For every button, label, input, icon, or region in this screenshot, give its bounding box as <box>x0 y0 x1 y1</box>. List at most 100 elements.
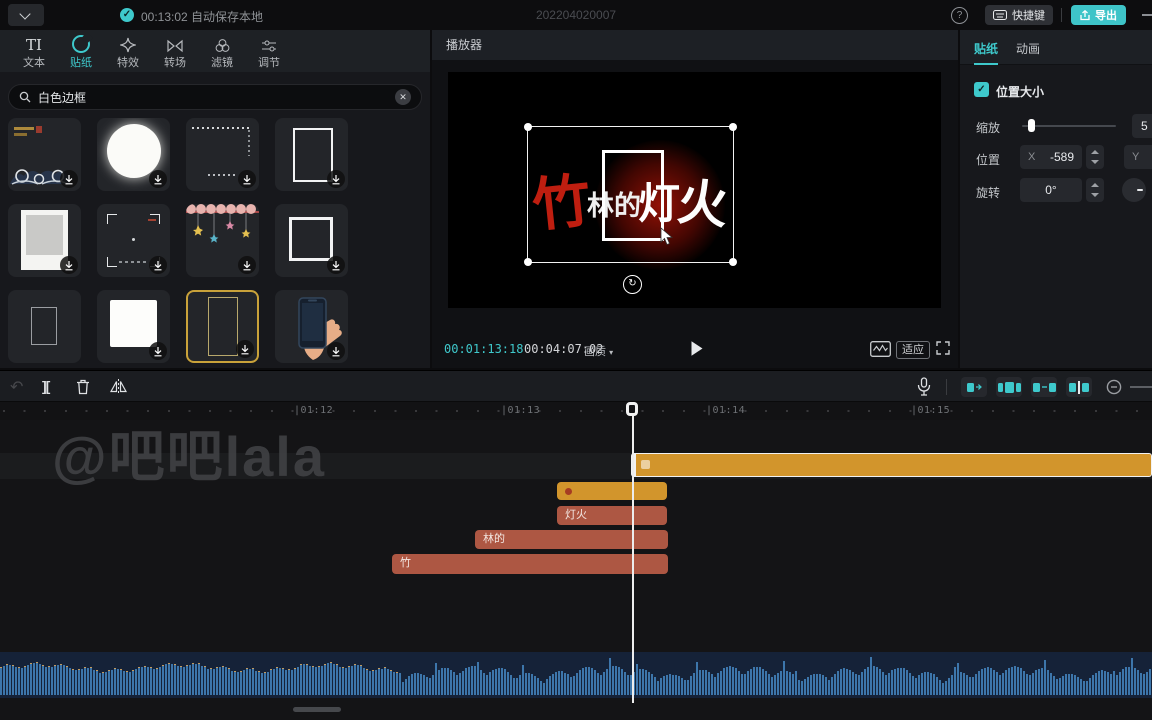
handle-top-left[interactable] <box>524 123 532 131</box>
selection-bounding-box[interactable] <box>524 123 737 266</box>
download-icon[interactable] <box>327 170 345 188</box>
snap-toggle[interactable] <box>961 377 987 397</box>
microphone-icon[interactable] <box>917 377 931 396</box>
search-icon <box>19 91 31 103</box>
tab-filters[interactable]: 滤镜 <box>199 34 245 70</box>
linkage-toggle[interactable] <box>1031 377 1057 397</box>
shortcuts-label: 快捷键 <box>1012 10 1045 22</box>
download-icon[interactable] <box>238 170 256 188</box>
red-glow-effect <box>595 140 725 270</box>
sticker-thin-rect-frame[interactable] <box>8 290 81 363</box>
clear-search-icon[interactable]: ✕ <box>395 89 411 105</box>
horizontal-scrollbar[interactable] <box>293 707 341 712</box>
export-icon <box>1080 9 1090 20</box>
sticker-tall-rect-frame-selected[interactable] <box>186 290 259 363</box>
download-icon[interactable] <box>238 256 256 274</box>
clip-left-handle[interactable] <box>632 454 636 476</box>
corner-tl <box>107 214 117 224</box>
tab-text[interactable]: TI 文本 <box>23 36 45 70</box>
sticker-phone-in-hand[interactable] <box>275 290 348 363</box>
auto-preview-toggle[interactable] <box>996 377 1022 397</box>
download-icon[interactable] <box>60 256 78 274</box>
position-x-input[interactable]: X -589 <box>1020 145 1082 169</box>
audio-track[interactable] <box>0 652 1152 698</box>
shortcuts-button[interactable]: 快捷键 <box>985 5 1053 25</box>
text-icon: TI <box>26 36 42 54</box>
handle-bottom-left[interactable] <box>524 258 532 266</box>
download-icon[interactable] <box>327 342 345 360</box>
video-canvas[interactable]: 竹 林的 灯 火 ↻ <box>448 72 941 308</box>
sticker-rect-frame[interactable] <box>275 118 348 191</box>
clip-sticker-selected[interactable] <box>631 453 1152 477</box>
quality-dropdown[interactable]: 画质 ▾ <box>584 346 614 358</box>
caption-dashes <box>119 261 149 263</box>
download-icon[interactable] <box>149 256 167 274</box>
position-size-checkbox[interactable]: ✓ <box>974 82 989 97</box>
minimize-icon[interactable] <box>1142 14 1152 16</box>
rotation-dial[interactable] <box>1122 178 1146 202</box>
play-button[interactable] <box>690 340 704 357</box>
sticker-wave-art[interactable] <box>8 118 81 191</box>
rotate-handle[interactable]: ↻ <box>623 275 642 294</box>
handle-top-right[interactable] <box>729 123 737 131</box>
rotation-input[interactable]: 0° <box>1020 178 1082 202</box>
scale-value-box[interactable]: 5 <box>1132 114 1152 138</box>
clip-text-denghuo[interactable]: 灯火 <box>557 506 667 525</box>
tab-effects[interactable]: 特效 <box>105 34 151 70</box>
undo-icon[interactable]: ↶ <box>10 379 24 396</box>
autosave-check-icon: ✓ <box>120 8 134 22</box>
sticker-dotted-border[interactable] <box>186 118 259 191</box>
mirror-flip-icon[interactable] <box>110 379 127 394</box>
position-x-stepper[interactable] <box>1086 145 1104 169</box>
sticker-search-input[interactable]: 白色边框 ✕ <box>8 84 422 110</box>
clip-dot-icon <box>565 487 572 495</box>
tab-transitions[interactable]: 转场 <box>152 34 198 70</box>
selected-sticker-frame[interactable] <box>602 150 664 241</box>
timeline-tracks[interactable]: @吧吧lala 灯火 林的 竹 <box>0 420 1152 720</box>
scale-slider-handle[interactable] <box>1028 119 1035 132</box>
fullscreen-icon[interactable] <box>936 341 950 355</box>
tab-animation[interactable]: 动画 <box>1016 42 1041 56</box>
download-icon[interactable] <box>327 256 345 274</box>
handle-bottom-right[interactable] <box>729 258 737 266</box>
effects-star-icon <box>120 37 136 53</box>
scale-slider-track[interactable] <box>1022 125 1116 127</box>
download-icon[interactable] <box>149 342 167 360</box>
timeline-zoom-slider[interactable] <box>1130 386 1152 388</box>
split-preview-toggle[interactable] <box>1066 377 1092 397</box>
clip-text-zhu[interactable]: 竹 <box>392 554 668 574</box>
fit-button[interactable]: 适应 <box>896 341 930 359</box>
adjust-sliders-icon <box>262 40 276 52</box>
download-icon[interactable] <box>149 170 167 188</box>
download-icon[interactable] <box>60 170 78 188</box>
help-icon[interactable]: ? <box>951 7 968 24</box>
asset-panel: TI 文本 贴纸 特效 转场 滤镜 调节 <box>0 30 430 368</box>
tab-sticker-props[interactable]: 贴纸 <box>974 42 999 65</box>
clip-text-linde[interactable]: 林的 <box>475 530 668 549</box>
search-value: 白色边框 <box>38 90 87 105</box>
menu-chevron-button[interactable] <box>8 4 44 26</box>
clip-sticker-2[interactable] <box>557 482 667 500</box>
tab-stickers[interactable]: 贴纸 <box>58 34 104 70</box>
split-icon[interactable]: ][ <box>42 378 50 394</box>
sticker-corner-marks-frame[interactable] <box>97 204 170 277</box>
timeline-ruler[interactable]: |01:12 |01:13 |01:14 |01:15 <box>0 402 1152 420</box>
playhead-handle[interactable] <box>626 402 638 416</box>
tab-adjust[interactable]: 调节 <box>246 34 292 70</box>
mirror-preview-icon[interactable] <box>870 341 891 357</box>
section-position-size: 位置大小 <box>996 85 1045 99</box>
sticker-moon-circle[interactable] <box>97 118 170 191</box>
download-icon[interactable] <box>236 340 254 358</box>
sticker-white-square[interactable] <box>97 290 170 363</box>
sticker-star-garland[interactable] <box>186 204 259 277</box>
position-y-input[interactable]: Y <box>1124 145 1152 169</box>
caret-down-icon: ▾ <box>609 348 614 357</box>
rotation-stepper[interactable] <box>1086 178 1104 202</box>
export-button[interactable]: 导出 <box>1071 5 1126 25</box>
sticker-polaroid-frame[interactable] <box>8 204 81 277</box>
playhead-line[interactable] <box>632 402 634 703</box>
sticker-square-frame[interactable] <box>275 204 348 277</box>
delete-icon[interactable] <box>76 379 90 395</box>
zoom-out-icon[interactable] <box>1106 379 1122 395</box>
